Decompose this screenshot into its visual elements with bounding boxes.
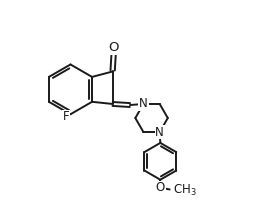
Text: F: F xyxy=(63,110,69,123)
Text: CH$_3$: CH$_3$ xyxy=(173,182,197,198)
Text: N: N xyxy=(155,126,164,139)
Text: O: O xyxy=(108,41,119,54)
Text: O: O xyxy=(156,181,165,194)
Text: N: N xyxy=(139,97,148,111)
